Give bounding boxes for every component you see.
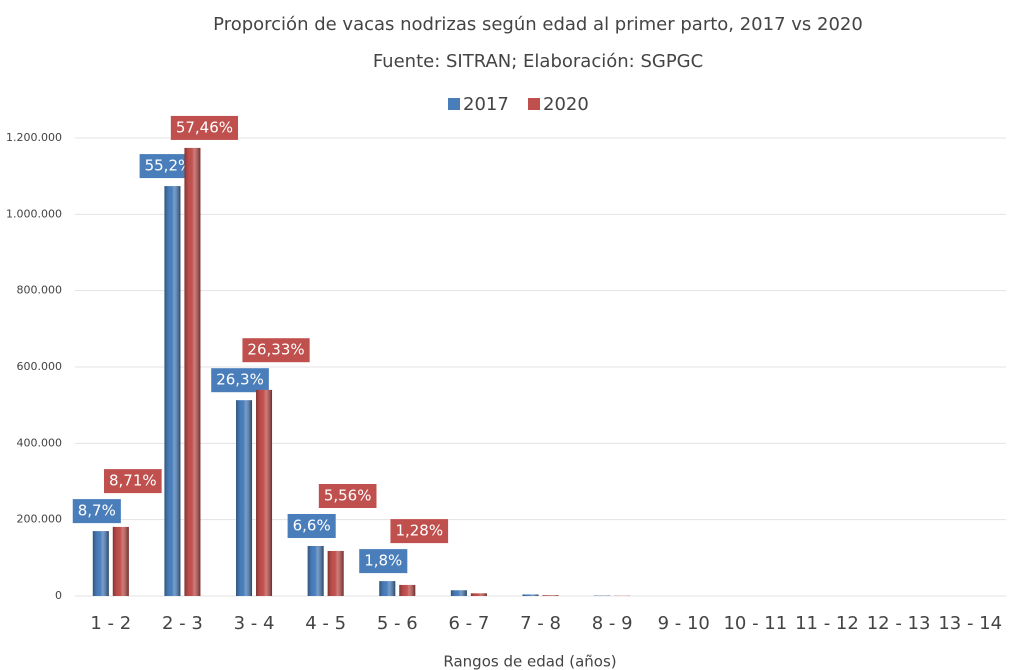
bar-shade xyxy=(236,400,253,596)
x-tick-label: 8 - 9 xyxy=(592,613,633,634)
data-label: 55,2% xyxy=(145,157,193,175)
data-label-box xyxy=(318,484,377,509)
chart-subtitle: Fuente: SITRAN; Elaboración: SGPGC xyxy=(373,51,703,72)
bar-shade xyxy=(450,590,467,596)
x-tick-label: 12 - 13 xyxy=(867,613,931,634)
x-tick-label: 3 - 4 xyxy=(234,613,275,634)
data-label-box xyxy=(287,514,336,539)
x-tick-label: 6 - 7 xyxy=(448,613,489,634)
x-tick-label: 9 - 10 xyxy=(658,613,710,634)
data-label-box xyxy=(72,499,121,524)
data-label: 5,56% xyxy=(324,487,372,505)
legend-label: 2017 xyxy=(463,94,509,115)
bar-shade xyxy=(327,550,344,596)
legend-swatch xyxy=(528,98,540,110)
chart-title: Proporción de vacas nodrizas según edad … xyxy=(213,14,863,35)
x-tick-label: 4 - 5 xyxy=(305,613,346,634)
data-label: 26,33% xyxy=(247,341,304,359)
data-label-box xyxy=(390,519,449,544)
y-tick-label: 800.000 xyxy=(17,284,63,297)
bar-shade xyxy=(92,531,109,596)
y-tick-label: 1.200.000 xyxy=(6,131,62,144)
bar-shade xyxy=(542,595,559,596)
y-tick-label: 1.000.000 xyxy=(6,207,62,220)
data-label-box xyxy=(242,338,310,363)
y-tick-label: 400.000 xyxy=(17,436,63,449)
bar-shade xyxy=(470,593,487,596)
x-tick-label: 2 - 3 xyxy=(162,613,203,634)
x-tick-label: 7 - 8 xyxy=(520,613,561,634)
x-tick-label: 13 - 14 xyxy=(938,613,1002,634)
bar-shade xyxy=(399,584,416,596)
x-axis-label: Rangos de edad (años) xyxy=(443,653,616,670)
data-label-box xyxy=(170,115,239,140)
data-label: 26,3% xyxy=(216,371,264,389)
y-tick-label: 600.000 xyxy=(17,360,63,373)
y-tick-label: 0 xyxy=(55,589,62,602)
x-tick-label: 5 - 6 xyxy=(377,613,418,634)
data-label: 6,6% xyxy=(293,517,331,535)
bar-shade xyxy=(379,581,396,596)
data-label: 1,28% xyxy=(395,522,443,540)
x-tick-label: 1 - 2 xyxy=(90,613,131,634)
bar-shade xyxy=(164,186,181,596)
bar-shade xyxy=(184,147,201,596)
data-label: 1,8% xyxy=(364,552,402,570)
x-tick-label: 10 - 11 xyxy=(723,613,787,634)
data-label: 57,46% xyxy=(176,118,233,136)
data-label-box xyxy=(211,368,269,393)
bar-shade xyxy=(112,526,129,596)
y-tick-label: 200.000 xyxy=(17,513,63,526)
data-label: 8,71% xyxy=(109,472,157,490)
data-label-box xyxy=(103,469,162,494)
bar-shade xyxy=(256,389,273,596)
legend-swatch xyxy=(448,98,460,110)
bar-shade xyxy=(307,546,324,596)
bar-shade xyxy=(522,594,539,596)
legend-label: 2020 xyxy=(543,94,589,115)
data-label: 8,7% xyxy=(78,502,116,520)
x-tick-label: 11 - 12 xyxy=(795,613,859,634)
data-label-box xyxy=(359,549,408,574)
